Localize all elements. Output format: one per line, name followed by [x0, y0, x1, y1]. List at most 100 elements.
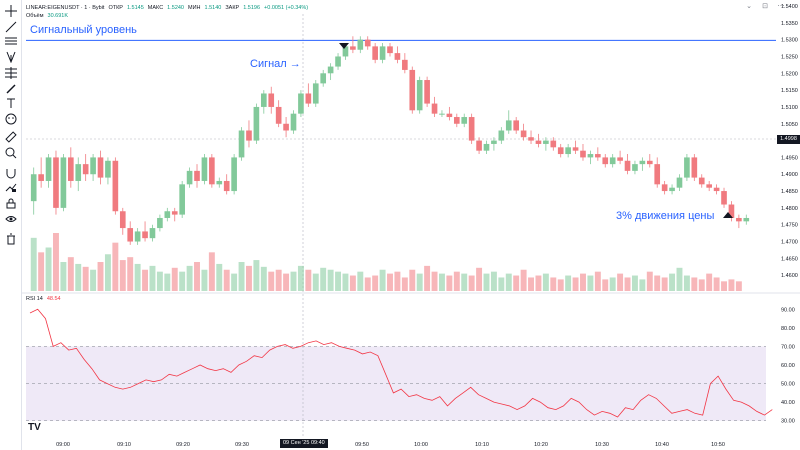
volume-bar: [216, 263, 223, 291]
volume-bar: [104, 254, 111, 291]
more-icon[interactable]: ⋯: [777, 3, 785, 10]
trash-icon[interactable]: [4, 232, 18, 246]
sell-marker-icon: [339, 43, 349, 49]
candle-body: [275, 106, 282, 124]
candle-body: [372, 46, 378, 60]
fib-icon[interactable]: [4, 66, 18, 80]
volume-bar: [223, 269, 230, 291]
high-value: 1.5240: [167, 5, 184, 11]
volume-bar: [498, 277, 505, 291]
volume-bar: [542, 273, 549, 291]
candle-body: [97, 157, 104, 178]
candle-body: [134, 231, 141, 242]
candle-body: [661, 184, 668, 192]
volume-bar: [409, 269, 416, 291]
volume-bar: [587, 275, 594, 291]
volume-bar: [379, 269, 386, 291]
trendline-icon[interactable]: [4, 20, 18, 34]
candle-body: [149, 228, 156, 239]
volume-bar: [349, 275, 356, 291]
volume-bar: [550, 277, 557, 291]
candle-body: [335, 56, 341, 67]
time-tick-label: 09:50: [355, 442, 369, 448]
price-chart[interactable]: 1.5400 1.5350 1.5300 1.5250 1.5200 1.5150 1.51…: [22, 0, 800, 450]
volume-bar: [505, 273, 512, 291]
signal-arrow-icon: →: [289, 58, 301, 70]
candle-body: [505, 120, 512, 131]
volume-bar: [312, 273, 319, 291]
candle-body: [298, 93, 304, 114]
candle-body: [446, 113, 453, 118]
volume-bar: [335, 271, 342, 291]
lock-draw-icon[interactable]: [4, 180, 18, 194]
candle-body: [491, 140, 497, 144]
candles: [30, 36, 750, 245]
close-value: 1.5196: [243, 5, 261, 11]
price-tick-label: 1.4700: [781, 240, 798, 246]
eye-icon[interactable]: [4, 212, 18, 226]
close-label: ЗАКР: [225, 5, 240, 11]
price-tick-label: 1.5050: [781, 122, 798, 128]
volume-bar: [30, 237, 37, 291]
candle-body: [387, 46, 393, 54]
volume-bar: [617, 273, 624, 291]
signal-text: Сигнал: [250, 58, 287, 70]
candle-body: [364, 39, 371, 47]
change-value: +0.0051 (+0.34%): [264, 5, 309, 11]
rsi-tick-label: 50.00: [781, 382, 795, 388]
candle-body: [439, 113, 445, 115]
maximize-icon[interactable]: ⊡: [762, 3, 768, 10]
level-annotation[interactable]: Сигнальный уровень: [30, 24, 137, 36]
ruler-icon[interactable]: [4, 130, 18, 144]
price-axis[interactable]: 1.5400 1.5350 1.5300 1.5250 1.5200 1.5150 1.51…: [781, 4, 798, 279]
signal-annotation[interactable]: Сигнал →: [250, 58, 301, 70]
brush-icon[interactable]: [4, 82, 18, 96]
volume-bar: [305, 269, 312, 291]
volume-bar: [97, 262, 104, 291]
candle-body: [691, 157, 698, 178]
candle-body: [550, 140, 557, 148]
text-icon[interactable]: [4, 96, 18, 110]
price-tick-label: 1.5250: [781, 54, 798, 60]
price-tick-label: 1.4650: [781, 256, 798, 262]
symbol-label[interactable]: LINEAR:EIGENUSDT · 1 · Bybit: [26, 5, 105, 11]
volume-bar: [142, 269, 149, 291]
pitchfork-icon[interactable]: [4, 50, 18, 64]
zoom-icon[interactable]: [4, 146, 18, 160]
rsi-tick-label: 30.00: [781, 419, 795, 425]
emoji-icon[interactable]: [4, 112, 18, 126]
candle-body: [743, 217, 750, 222]
volume-bar: [609, 277, 616, 291]
candle-body: [38, 174, 44, 181]
candle-body: [676, 177, 683, 188]
candle-body: [595, 154, 601, 158]
volume-value: 30.691K: [47, 13, 69, 19]
volume-bar: [149, 265, 156, 291]
time-axis[interactable]: 09:00 09:10 09:20 09:30 09:50 10:00 10:10 10:20…: [56, 442, 725, 448]
volume-bar: [246, 265, 252, 291]
candle-body: [379, 46, 386, 60]
rsi-label[interactable]: RSI 14: [26, 296, 43, 302]
lock-icon[interactable]: [4, 196, 18, 210]
candle-body: [253, 106, 260, 141]
volume-bar: [438, 273, 445, 291]
time-tick-label: 09:10: [117, 442, 131, 448]
candle-body: [609, 157, 616, 165]
tradingview-logo[interactable]: TV: [28, 422, 41, 433]
volume-bar: [290, 271, 297, 291]
candle-body: [431, 103, 438, 114]
crosshair-icon[interactable]: [4, 4, 18, 18]
candle-body: [402, 59, 408, 70]
collapse-icon[interactable]: ⌄: [746, 3, 752, 10]
hlines-icon[interactable]: [4, 34, 18, 48]
magnet-icon[interactable]: [4, 166, 18, 180]
volume-bar: [387, 273, 393, 291]
volume-bar: [82, 266, 89, 291]
candle-body: [736, 217, 742, 222]
volume-bar: [231, 273, 238, 291]
move-annotation[interactable]: 3% движения цены: [616, 210, 715, 222]
volume-bar: [38, 252, 45, 291]
candle-body: [201, 157, 208, 181]
candle-body: [68, 157, 74, 181]
